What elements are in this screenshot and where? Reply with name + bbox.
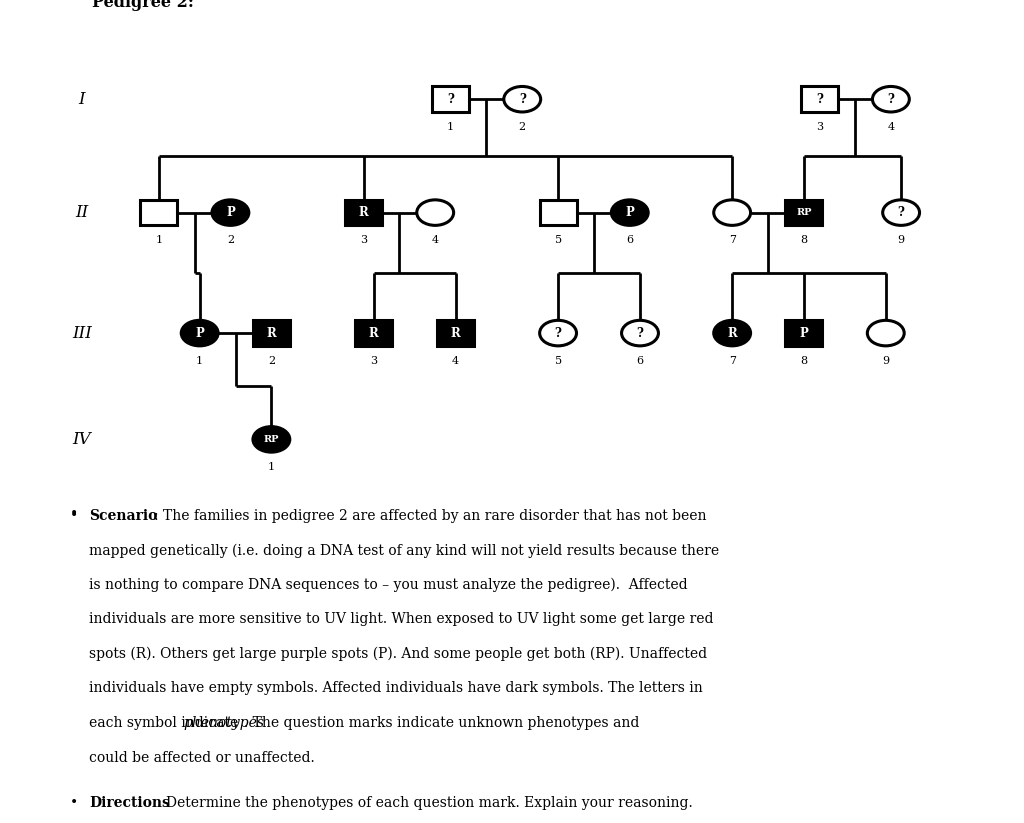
Text: 1: 1 xyxy=(447,122,454,132)
Circle shape xyxy=(867,320,904,346)
Text: 8: 8 xyxy=(801,235,807,245)
Text: P: P xyxy=(196,327,204,340)
Circle shape xyxy=(872,86,909,112)
Text: each symbol indicate: each symbol indicate xyxy=(89,716,243,730)
Text: 3: 3 xyxy=(816,122,822,132)
Text: 1: 1 xyxy=(197,356,203,365)
Text: R: R xyxy=(451,327,461,340)
Text: 7: 7 xyxy=(729,235,735,245)
Text: 5: 5 xyxy=(555,356,561,365)
Text: 9: 9 xyxy=(883,356,889,365)
Text: spots (R). Others get large purple spots (P). And some people get both (RP). Una: spots (R). Others get large purple spots… xyxy=(89,647,708,661)
Text: ?: ? xyxy=(555,327,561,340)
Text: ?: ? xyxy=(447,93,454,105)
Text: 4: 4 xyxy=(888,122,894,132)
Circle shape xyxy=(504,86,541,112)
Circle shape xyxy=(714,320,751,346)
Text: 5: 5 xyxy=(555,235,561,245)
Text: •: • xyxy=(70,796,78,810)
Text: 7: 7 xyxy=(729,356,735,365)
Circle shape xyxy=(253,426,290,452)
Text: 2: 2 xyxy=(519,122,525,132)
Text: 9: 9 xyxy=(898,235,904,245)
Text: 2: 2 xyxy=(268,356,274,365)
Text: individuals are more sensitive to UV light. When exposed to UV light some get la: individuals are more sensitive to UV lig… xyxy=(89,612,714,626)
Text: P: P xyxy=(800,327,808,340)
Text: III: III xyxy=(72,324,92,342)
Text: I: I xyxy=(79,91,85,108)
Circle shape xyxy=(212,200,249,226)
Text: Pedigree 2:: Pedigree 2: xyxy=(92,0,194,11)
Text: individuals have empty symbols. Affected individuals have dark symbols. The lett: individuals have empty symbols. Affected… xyxy=(89,681,702,695)
Text: : Determine the phenotypes of each question mark. Explain your reasoning.: : Determine the phenotypes of each quest… xyxy=(157,796,692,810)
Bar xyxy=(253,320,290,346)
Text: RP: RP xyxy=(263,435,280,444)
Text: R: R xyxy=(358,206,369,219)
Text: 4: 4 xyxy=(453,356,459,365)
Circle shape xyxy=(417,200,454,226)
Text: ?: ? xyxy=(519,93,525,105)
Text: 1: 1 xyxy=(156,235,162,245)
Text: mapped genetically (i.e. doing a DNA test of any kind will not yield results bec: mapped genetically (i.e. doing a DNA tes… xyxy=(89,543,719,557)
Bar xyxy=(345,200,382,226)
Text: II: II xyxy=(76,204,88,221)
Text: 4: 4 xyxy=(432,235,438,245)
Text: ?: ? xyxy=(898,206,904,219)
Bar xyxy=(432,86,469,112)
Text: 2: 2 xyxy=(227,235,233,245)
Bar xyxy=(801,86,838,112)
Bar xyxy=(140,200,177,226)
Bar xyxy=(785,200,822,226)
Text: R: R xyxy=(266,327,276,340)
Text: •: • xyxy=(70,509,78,523)
Text: ?: ? xyxy=(888,93,894,105)
Text: 6: 6 xyxy=(637,356,643,365)
Text: IV: IV xyxy=(73,431,91,448)
Text: P: P xyxy=(226,206,234,219)
Text: Scenario: Scenario xyxy=(89,509,158,523)
Text: Directions: Directions xyxy=(89,796,170,810)
Text: 1: 1 xyxy=(268,462,274,472)
Text: R: R xyxy=(369,327,379,340)
Circle shape xyxy=(714,200,751,226)
Circle shape xyxy=(181,320,218,346)
Bar xyxy=(785,320,822,346)
Text: •: • xyxy=(70,507,78,521)
Bar xyxy=(540,200,577,226)
Circle shape xyxy=(622,320,658,346)
Circle shape xyxy=(540,320,577,346)
Text: 3: 3 xyxy=(360,235,367,245)
Bar xyxy=(355,320,392,346)
Text: P: P xyxy=(626,206,634,219)
Text: could be affected or unaffected.: could be affected or unaffected. xyxy=(89,751,314,765)
Circle shape xyxy=(883,200,920,226)
Text: : The families in pedigree 2 are affected by an rare disorder that has not been: : The families in pedigree 2 are affecte… xyxy=(154,509,707,523)
Text: is nothing to compare DNA sequences to – you must analyze the pedigree).  Affect: is nothing to compare DNA sequences to –… xyxy=(89,578,688,592)
Text: phenotypes: phenotypes xyxy=(183,716,264,730)
Text: 6: 6 xyxy=(627,235,633,245)
Bar xyxy=(437,320,474,346)
Text: ?: ? xyxy=(816,93,822,105)
Text: 3: 3 xyxy=(371,356,377,365)
Text: 8: 8 xyxy=(801,356,807,365)
Text: ?: ? xyxy=(637,327,643,340)
Text: R: R xyxy=(727,327,737,340)
Text: RP: RP xyxy=(796,208,812,217)
Circle shape xyxy=(611,200,648,226)
Text: . The question marks indicate unknown phenotypes and: . The question marks indicate unknown ph… xyxy=(244,716,639,730)
